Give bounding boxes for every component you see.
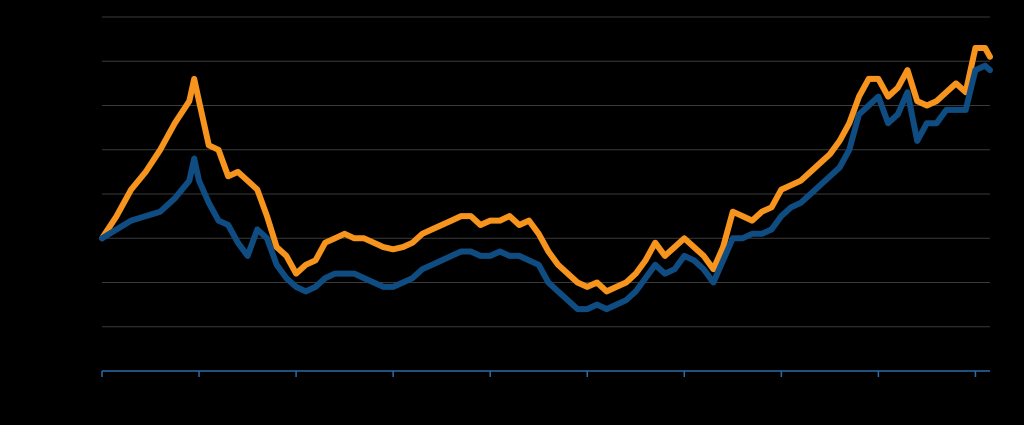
series-line-2 xyxy=(99,62,993,313)
x-axis xyxy=(101,370,990,377)
series-line-1 xyxy=(99,45,993,295)
series-lines xyxy=(99,45,993,313)
